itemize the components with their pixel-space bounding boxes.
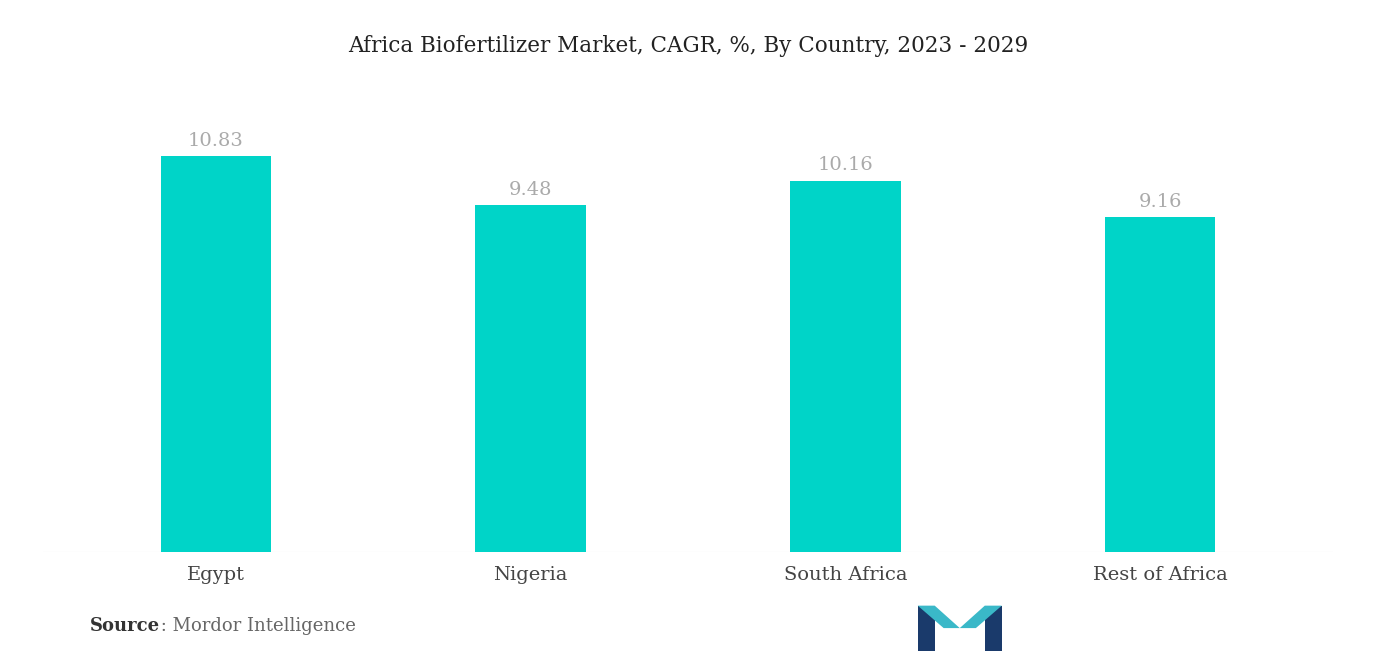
Text: 10.83: 10.83 bbox=[187, 132, 244, 150]
Text: 9.16: 9.16 bbox=[1138, 193, 1182, 211]
Bar bbox=[790, 181, 900, 551]
Text: 9.48: 9.48 bbox=[509, 181, 552, 199]
Bar bbox=[476, 205, 586, 551]
Title: Africa Biofertilizer Market, CAGR, %, By Country, 2023 - 2029: Africa Biofertilizer Market, CAGR, %, By… bbox=[348, 35, 1028, 57]
Text: Source: Source bbox=[89, 617, 160, 635]
Bar bbox=[161, 156, 271, 551]
Bar bbox=[1105, 217, 1215, 551]
Text: : Mordor Intelligence: : Mordor Intelligence bbox=[155, 617, 356, 635]
Text: 10.16: 10.16 bbox=[817, 156, 874, 174]
